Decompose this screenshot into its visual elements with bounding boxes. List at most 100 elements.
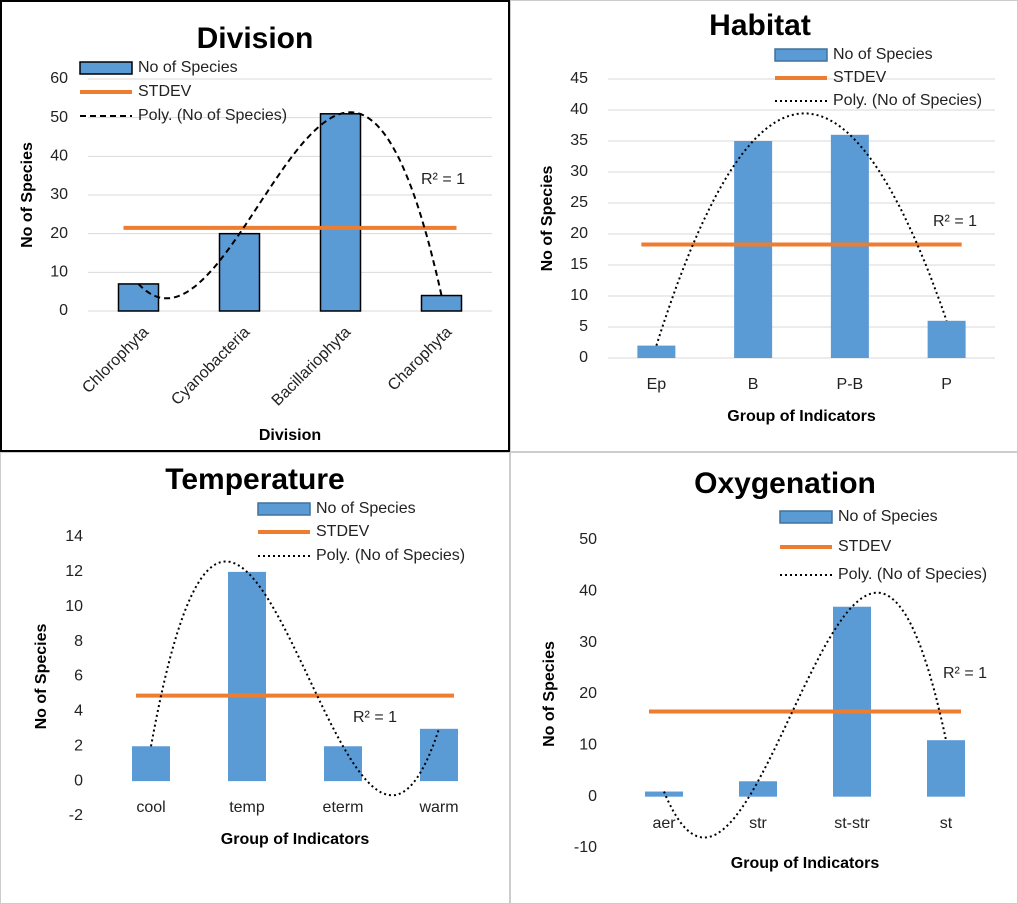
x-tick-label: P bbox=[941, 376, 952, 393]
y-tick-label: 60 bbox=[50, 70, 68, 87]
bar bbox=[833, 606, 871, 797]
x-tick-label: Chlorophyta bbox=[79, 324, 152, 397]
legend-swatch bbox=[774, 48, 828, 62]
x-tick-label: warm bbox=[418, 799, 458, 816]
x-tick-label: Bacillariophyta bbox=[269, 324, 355, 410]
y-tick-label: 35 bbox=[570, 132, 588, 149]
r-squared: R² = 1 bbox=[943, 665, 987, 682]
chart-title: Temperature bbox=[165, 463, 345, 496]
y-tick-label: -2 bbox=[69, 807, 83, 824]
legend-label: STDEV bbox=[316, 523, 370, 540]
y-tick-label: 10 bbox=[65, 598, 83, 615]
x-tick-label: str bbox=[749, 815, 767, 832]
bar bbox=[228, 571, 266, 782]
x-tick-label: temp bbox=[229, 799, 265, 816]
legend-label: STDEV bbox=[833, 69, 887, 86]
y-tick-label: 0 bbox=[74, 772, 83, 789]
trendline bbox=[150, 560, 440, 797]
legend-swatch bbox=[779, 510, 833, 524]
legend-label: No of Species bbox=[138, 59, 238, 76]
x-tick-label: st bbox=[940, 815, 953, 832]
r-squared: R² = 1 bbox=[421, 171, 465, 188]
panel-border bbox=[0, 0, 510, 452]
bar bbox=[324, 746, 362, 782]
bar bbox=[218, 232, 261, 312]
y-tick-label: 2 bbox=[74, 737, 83, 754]
trendline bbox=[137, 111, 443, 300]
chart-panel: Habitat 0 5 10 15 20 25 30 35 40 45 Ep B P-B P R² = 1 No… bbox=[510, 0, 1018, 452]
y-tick-label: 40 bbox=[570, 101, 588, 118]
x-tick-label: Cyanobacteria bbox=[168, 324, 253, 409]
y-tick-label: 30 bbox=[50, 186, 68, 203]
trendline bbox=[655, 112, 948, 346]
y-tick-label: 45 bbox=[570, 70, 588, 87]
y-tick-label: 20 bbox=[50, 225, 68, 242]
legend-label: STDEV bbox=[838, 538, 892, 555]
y-tick-label: 30 bbox=[579, 634, 597, 651]
x-axis-title: Group of Indicators bbox=[727, 408, 876, 425]
bar bbox=[420, 294, 463, 312]
y-tick-label: 15 bbox=[570, 256, 588, 273]
x-axis-title: Group of Indicators bbox=[731, 855, 880, 872]
y-tick-label: 6 bbox=[74, 668, 83, 685]
legend-label: Poly. (No of Species) bbox=[838, 566, 987, 583]
y-tick-label: 10 bbox=[570, 287, 588, 304]
y-tick-label: 8 bbox=[74, 633, 83, 650]
y-tick-label: 20 bbox=[579, 685, 597, 702]
trendline bbox=[663, 591, 947, 839]
legend-label: Poly. (No of Species) bbox=[138, 107, 287, 124]
x-tick-label: P-B bbox=[837, 376, 864, 393]
y-tick-label: 20 bbox=[570, 225, 588, 242]
y-tick-label: -10 bbox=[574, 839, 597, 856]
bar bbox=[637, 345, 676, 358]
y-tick-label: 10 bbox=[50, 264, 68, 281]
bar bbox=[420, 728, 458, 782]
legend-swatch bbox=[257, 502, 311, 516]
bar bbox=[645, 791, 683, 797]
legend-label: Poly. (No of Species) bbox=[833, 92, 982, 109]
y-tick-label: 40 bbox=[579, 583, 597, 600]
bar bbox=[739, 781, 777, 797]
bar bbox=[927, 320, 966, 358]
x-tick-label: eterm bbox=[323, 799, 364, 816]
y-tick-label: 0 bbox=[588, 788, 597, 805]
legend-swatch bbox=[79, 61, 133, 75]
y-tick-label: 5 bbox=[579, 318, 588, 335]
legend-label: Poly. (No of Species) bbox=[316, 547, 465, 564]
y-tick-label: 40 bbox=[50, 148, 68, 165]
x-axis-title: Group of Indicators bbox=[221, 831, 370, 848]
x-tick-label: Charophyta bbox=[385, 324, 456, 395]
legend-label: No of Species bbox=[316, 500, 416, 517]
y-tick-label: 30 bbox=[570, 163, 588, 180]
r-squared: R² = 1 bbox=[353, 709, 397, 726]
y-axis-title: No of Species bbox=[19, 142, 36, 248]
x-tick-label: Ep bbox=[647, 376, 667, 393]
y-axis-title: No of Species bbox=[539, 166, 556, 272]
y-tick-label: 0 bbox=[579, 349, 588, 366]
bar bbox=[117, 283, 160, 312]
x-tick-label: B bbox=[748, 376, 759, 393]
y-axis-title: No of Species bbox=[33, 624, 50, 730]
bar bbox=[319, 113, 362, 312]
y-tick-label: 4 bbox=[74, 703, 83, 720]
bar bbox=[132, 746, 170, 782]
y-tick-label: 50 bbox=[50, 109, 68, 126]
y-tick-label: 10 bbox=[579, 737, 597, 754]
legend-label: STDEV bbox=[138, 83, 192, 100]
chart-title: Division bbox=[197, 22, 314, 55]
panel-border bbox=[510, 452, 1018, 904]
x-tick-label: cool bbox=[136, 799, 165, 816]
x-tick-label: aer bbox=[652, 815, 676, 832]
legend-label: No of Species bbox=[833, 46, 933, 63]
legend-label: No of Species bbox=[838, 508, 938, 525]
y-tick-label: 0 bbox=[59, 302, 68, 319]
chart-panel: Division 0 10 20 30 40 50 60 Chlorophyta Cyanobac… bbox=[0, 0, 510, 452]
y-tick-label: 12 bbox=[65, 563, 83, 580]
bar bbox=[734, 141, 773, 358]
bar bbox=[927, 740, 965, 797]
y-tick-label: 25 bbox=[570, 194, 588, 211]
r-squared: R² = 1 bbox=[933, 213, 977, 230]
chart-panel: Oxygenation -10 0 10 20 30 40 50 aer str st-str st R… bbox=[510, 452, 1018, 904]
y-tick-label: 14 bbox=[65, 528, 83, 545]
